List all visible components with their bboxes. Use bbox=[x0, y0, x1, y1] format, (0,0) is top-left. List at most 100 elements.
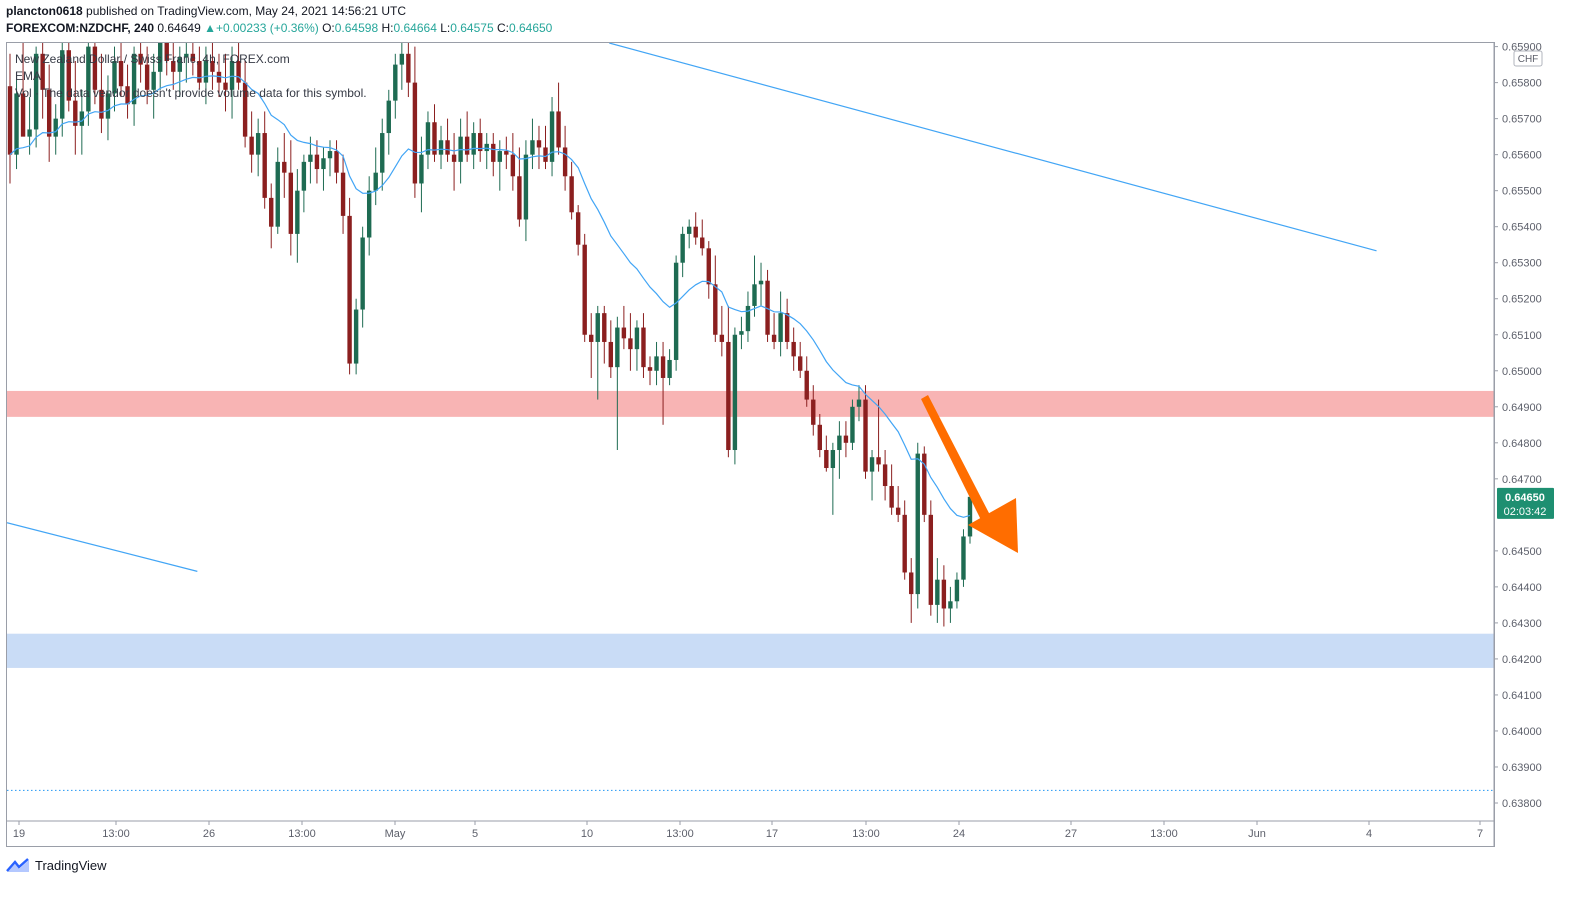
y-tick-label: 0.65600 bbox=[1502, 150, 1542, 162]
candle bbox=[758, 262, 764, 306]
candle bbox=[86, 43, 91, 126]
candle-body bbox=[177, 57, 182, 72]
candle-body bbox=[811, 399, 816, 425]
candle-body bbox=[504, 151, 509, 155]
candle-body bbox=[543, 147, 548, 162]
candle bbox=[484, 133, 489, 170]
symbol-interval[interactable]: FOREXCOM:NZDCHF, 240 bbox=[6, 21, 155, 35]
symbol-line: FOREXCOM:NZDCHF, 240 0.64649 ▲+0.00233 (… bbox=[6, 21, 552, 35]
candle-body bbox=[112, 61, 117, 94]
candle-body bbox=[765, 280, 770, 335]
chart-frame bbox=[6, 42, 1495, 847]
candle-body bbox=[615, 327, 620, 368]
candle-body bbox=[275, 161, 280, 227]
lower-trendline bbox=[7, 522, 198, 572]
candle bbox=[151, 53, 156, 119]
candle-body bbox=[882, 464, 888, 487]
candle-body bbox=[171, 61, 176, 72]
candle-body bbox=[380, 133, 385, 173]
legend-ema[interactable]: EMA bbox=[15, 69, 42, 83]
candle bbox=[131, 46, 137, 126]
candle bbox=[752, 255, 757, 317]
candle bbox=[850, 399, 855, 451]
x-tick-label: 13:00 bbox=[1150, 828, 1178, 840]
tradingview-brand: TradingView bbox=[35, 857, 107, 873]
candle-body bbox=[138, 53, 143, 65]
candle bbox=[706, 241, 711, 299]
price-tag-value: 0.64650 bbox=[1505, 492, 1545, 504]
candle bbox=[419, 136, 424, 213]
candle-body bbox=[510, 154, 516, 177]
candle bbox=[589, 313, 594, 378]
candle bbox=[732, 327, 738, 465]
candle bbox=[425, 111, 431, 170]
candle-body bbox=[771, 334, 777, 342]
candle-body bbox=[784, 313, 790, 342]
candle bbox=[530, 118, 535, 170]
candle-body bbox=[948, 601, 953, 609]
candle bbox=[680, 226, 685, 278]
candle-body bbox=[621, 327, 627, 339]
publisher-line: plancton0618 published on TradingView.co… bbox=[6, 4, 406, 18]
candle bbox=[686, 219, 692, 249]
candle-body bbox=[425, 122, 431, 155]
candle bbox=[216, 53, 222, 98]
candle bbox=[406, 43, 411, 98]
candle bbox=[46, 64, 52, 162]
candle bbox=[771, 313, 777, 350]
candle bbox=[380, 118, 385, 191]
tradingview-logo[interactable]: TradingView bbox=[6, 857, 107, 873]
candle-body bbox=[941, 579, 947, 609]
y-tick-label: 0.64900 bbox=[1502, 402, 1542, 414]
candle-body bbox=[602, 313, 607, 342]
candle bbox=[249, 111, 254, 173]
x-tick-label: 17 bbox=[766, 828, 778, 840]
resistance-zone bbox=[7, 390, 1494, 417]
candle-body bbox=[118, 61, 124, 87]
candle-body bbox=[895, 507, 901, 515]
candle-body bbox=[27, 129, 32, 137]
candle-body bbox=[308, 154, 313, 162]
candle bbox=[543, 125, 548, 170]
candle bbox=[347, 197, 352, 375]
y-tick-label: 0.63900 bbox=[1502, 762, 1542, 774]
publisher-name[interactable]: plancton0618 bbox=[6, 4, 83, 18]
candle-body bbox=[634, 327, 640, 350]
candle bbox=[491, 133, 496, 177]
candle bbox=[308, 136, 313, 184]
candle bbox=[177, 46, 182, 98]
y-tick-label: 0.65700 bbox=[1502, 114, 1542, 126]
candle-body bbox=[314, 154, 320, 170]
candle-body bbox=[125, 86, 130, 105]
candle-body bbox=[523, 154, 529, 220]
candle bbox=[33, 46, 39, 148]
candle bbox=[928, 500, 934, 616]
candle bbox=[497, 140, 502, 191]
candle-body bbox=[340, 172, 346, 216]
candle-body bbox=[935, 579, 940, 605]
candle-body bbox=[203, 61, 209, 83]
candle-body bbox=[321, 158, 326, 170]
candle-body bbox=[863, 399, 868, 472]
y-tick-label: 0.64100 bbox=[1502, 690, 1542, 702]
candle-body bbox=[889, 486, 894, 508]
candle-body bbox=[654, 356, 659, 371]
candle-body bbox=[517, 176, 522, 220]
low-label: L: bbox=[440, 21, 451, 35]
candle-body bbox=[752, 284, 757, 306]
candle-body bbox=[66, 50, 71, 101]
candle-body bbox=[262, 133, 267, 198]
candle bbox=[615, 316, 620, 451]
candle bbox=[399, 43, 405, 90]
candle-body bbox=[491, 143, 496, 162]
candle-body bbox=[197, 61, 202, 83]
candle-body bbox=[334, 151, 339, 173]
candle bbox=[73, 61, 78, 155]
candle-body bbox=[236, 61, 241, 83]
candle-body bbox=[386, 100, 391, 134]
candle-body bbox=[713, 284, 718, 335]
candle bbox=[262, 111, 267, 209]
candle-body bbox=[915, 453, 920, 595]
candle-body bbox=[556, 111, 561, 148]
